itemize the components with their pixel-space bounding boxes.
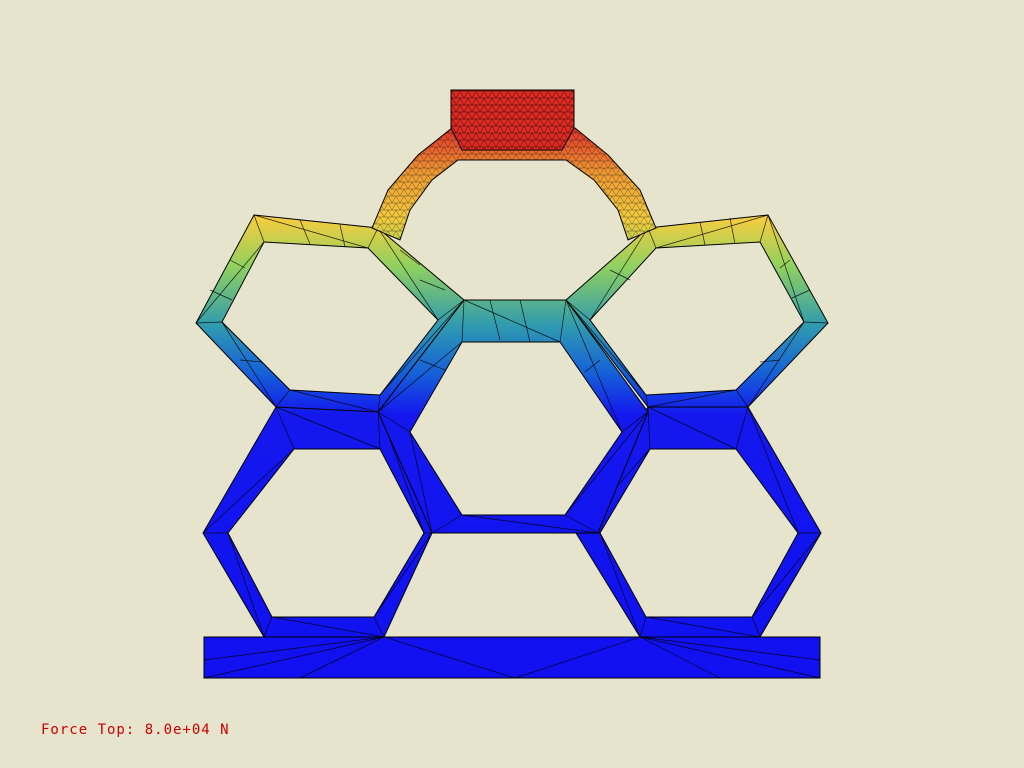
top-load-block — [450, 89, 575, 151]
base-plate — [203, 636, 821, 679]
hex-middle — [377, 299, 649, 534]
force-caption: Force Top: 8.0e+04 N — [41, 722, 230, 738]
arch-neck — [371, 127, 657, 241]
hex-lower-right — [575, 406, 822, 638]
